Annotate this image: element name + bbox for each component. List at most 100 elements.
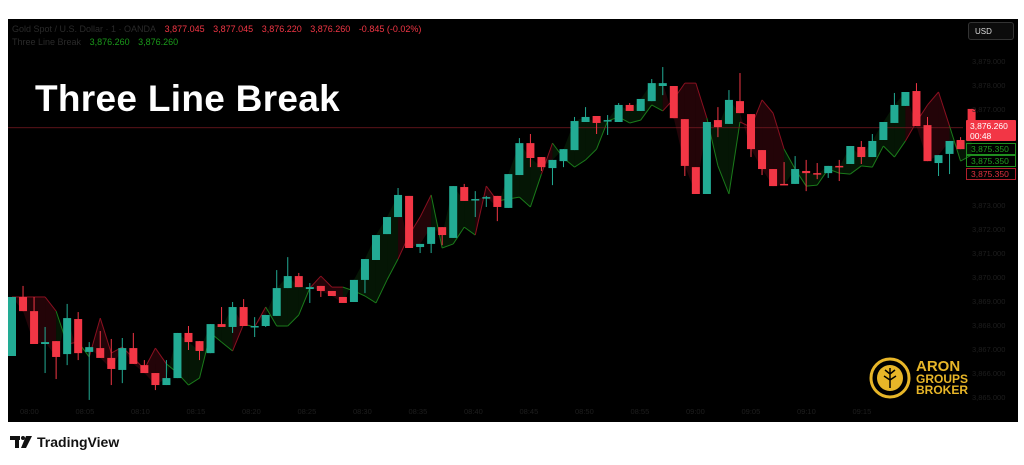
candle <box>912 83 921 127</box>
indicator-line-segment <box>938 91 951 127</box>
brand-line-2: GROUPS <box>916 372 969 386</box>
candle <box>482 195 491 207</box>
candle <box>747 114 756 158</box>
candle <box>283 257 292 289</box>
indicator-name[interactable]: Three Line Break <box>12 37 82 47</box>
tradingview-text: TradingView <box>37 434 120 450</box>
wheat-emblem-icon <box>869 357 911 399</box>
last-price-value: 3,876.260 <box>970 121 1008 131</box>
indicator-line-segment <box>529 173 542 208</box>
candle <box>184 326 193 350</box>
candle-body <box>559 149 568 162</box>
indicator-line-segment <box>839 172 851 175</box>
indicator-fill <box>530 158 542 207</box>
legend-high: 3,877.045 <box>213 24 254 34</box>
time-tick-label: 09:15 <box>852 407 872 416</box>
candle <box>669 86 678 119</box>
candle <box>636 98 645 111</box>
candle <box>735 73 744 114</box>
indicator-line-segment <box>254 306 267 328</box>
candle-body <box>416 243 425 248</box>
indicator-line-segment <box>883 145 895 158</box>
indicator-line-segment <box>441 243 454 249</box>
candle-body <box>835 165 844 168</box>
candle-body <box>85 347 94 352</box>
candle-body <box>360 259 369 280</box>
indicator-line-segment <box>320 275 333 288</box>
tradingview-logo[interactable]: TradingView <box>10 434 119 450</box>
candle-body <box>901 92 910 106</box>
indicator-line-segment <box>861 165 873 168</box>
candle-body <box>791 169 800 184</box>
overlay-title: Three Line Break <box>35 78 341 119</box>
price-tick-label: 3,879.000 <box>972 57 1006 66</box>
symbol-legend[interactable]: Gold Spot / U.S. Dollar · 1 · OANDA 3,87… <box>12 24 427 34</box>
indicator-fill <box>784 149 796 186</box>
candle-body <box>879 122 888 140</box>
candle <box>945 140 954 175</box>
indicator-line-segment <box>728 121 741 195</box>
indicator-fill <box>938 92 950 156</box>
candle-body <box>438 227 447 236</box>
time-tick-label: 08:10 <box>131 407 150 416</box>
candle-body <box>846 146 855 164</box>
price-tick-label: 3,866.000 <box>972 369 1006 378</box>
indicator-line-segment <box>849 165 862 175</box>
candle <box>769 169 778 187</box>
candle-body <box>658 83 667 86</box>
tradingview-icon <box>10 436 32 448</box>
indicator-line-segment <box>221 341 233 352</box>
candle <box>217 307 226 327</box>
indicator-fill <box>464 199 476 236</box>
candle-body <box>228 307 237 327</box>
candle <box>228 302 237 333</box>
candle <box>394 188 403 218</box>
indicator-line-segment <box>309 275 322 289</box>
candle <box>879 122 888 140</box>
price-tick-label: 3,873.000 <box>972 201 1006 210</box>
candle-body <box>383 217 392 235</box>
time-tick-label: 08:20 <box>242 407 261 416</box>
candle-body <box>52 341 61 357</box>
candle <box>427 227 436 254</box>
currency-button[interactable]: USD <box>968 22 1014 40</box>
candle-body <box>735 101 744 114</box>
candle <box>835 159 844 182</box>
indicator-legend[interactable]: Three Line Break 3,876.260 3,876.260 <box>12 37 184 47</box>
candle <box>647 79 656 102</box>
candle-body <box>625 104 634 111</box>
indicator-line-segment <box>640 104 653 121</box>
indicator-line-segment <box>430 194 443 249</box>
candle-body <box>868 140 877 158</box>
candle <box>162 360 171 386</box>
candle <box>846 146 855 164</box>
candle <box>702 122 711 194</box>
candle-body <box>195 341 204 351</box>
indicator-line-segment <box>949 125 962 162</box>
indicator-line-segment <box>651 104 664 112</box>
candle-body <box>967 108 976 128</box>
candle-body <box>702 122 711 194</box>
candle-body <box>471 199 480 201</box>
candle <box>504 174 513 208</box>
candle-body <box>493 195 502 207</box>
candle <box>493 195 502 222</box>
brand-line-3: BROKER <box>916 383 969 397</box>
candle-body <box>140 365 149 374</box>
candle <box>758 150 767 176</box>
candle <box>52 341 61 380</box>
candle-body <box>912 91 921 127</box>
candle <box>405 195 414 248</box>
candle <box>338 296 347 303</box>
candle-body <box>813 173 822 175</box>
candle <box>581 107 590 122</box>
candle <box>360 259 369 294</box>
candle <box>250 317 259 338</box>
candle <box>802 159 811 192</box>
candle-body <box>261 314 270 326</box>
price-tick-label: 3,870.000 <box>972 273 1006 282</box>
indicator-line-segment <box>596 120 609 150</box>
symbol-name[interactable]: Gold Spot / U.S. Dollar · 1 · OANDA <box>12 24 157 34</box>
indicator-value-2: 3,876.260 <box>138 37 179 47</box>
